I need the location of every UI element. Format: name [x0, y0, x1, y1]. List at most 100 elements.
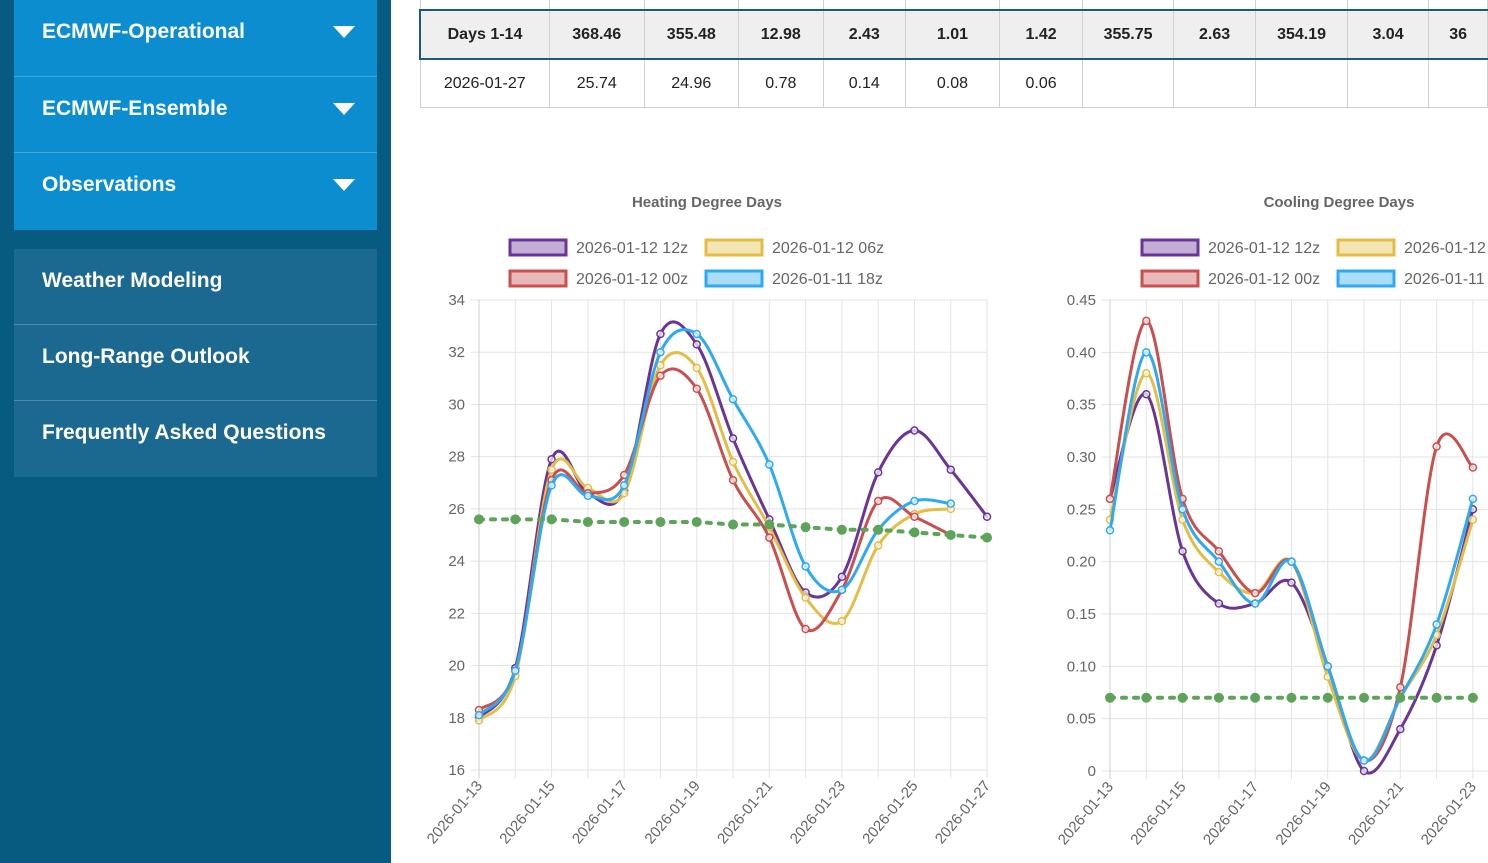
- menu-label: Observations: [42, 173, 177, 196]
- x-tick-label: 2026-01-23: [1418, 779, 1480, 849]
- data-point: [910, 496, 919, 506]
- data-point: [982, 512, 992, 521]
- data-point: [1105, 526, 1115, 535]
- x-tick-label: 2026-01-13: [424, 778, 486, 848]
- table-cell: 24.96: [643, 58, 740, 108]
- data-point: [1396, 724, 1405, 734]
- x-tick-label: 2026-01-19: [641, 778, 703, 848]
- legend-swatch: [1336, 238, 1396, 257]
- y-tick-label: 32: [448, 344, 465, 361]
- data-point: [655, 516, 666, 527]
- table-cell: 36: [1428, 9, 1488, 60]
- table-cell: 355.48: [643, 9, 740, 60]
- link-menu: Weather Modeling Long-Range Outlook Freque…: [14, 249, 377, 477]
- y-tick-label: 0.40: [1067, 344, 1096, 361]
- table-cell: 25.74: [548, 58, 645, 108]
- nav-link[interactable]: Frequently Asked Questions: [42, 421, 326, 444]
- menu-item[interactable]: ECMWF-Operational: [14, 0, 377, 77]
- data-point: [1286, 692, 1297, 703]
- y-tick-label: 30: [448, 396, 465, 413]
- data-point: [474, 710, 484, 720]
- table-cell: 2026-01-27: [419, 58, 550, 108]
- dropdown-arrow[interactable]: [333, 26, 355, 38]
- legend-swatch: [704, 269, 764, 288]
- data-point: [1250, 599, 1260, 608]
- data-point: [1214, 599, 1224, 608]
- data-point: [910, 512, 919, 521]
- y-tick-label: 0.05: [1067, 711, 1096, 728]
- x-tick-label: 2026-01-25: [859, 778, 921, 848]
- data-point: [1142, 316, 1151, 326]
- degree-day-table: Days 1-14 368.46 355.48 12.98 2.43 1.01 1.42 35…: [419, 0, 1488, 108]
- x-tick-label: 2026-01-17: [569, 778, 631, 848]
- menu-item[interactable]: ECMWF-Ensemble: [14, 77, 377, 153]
- data-point: [656, 329, 665, 339]
- data-point: [547, 455, 556, 464]
- x-tick-label: 2026-01-21: [1345, 779, 1407, 849]
- data-point: [1178, 546, 1187, 556]
- nav-link[interactable]: Long-Range Outlook: [14, 325, 377, 401]
- y-tick-label: 0.30: [1067, 449, 1096, 466]
- data-point: [1468, 494, 1478, 504]
- data-point: [1213, 692, 1224, 703]
- data-point: [728, 434, 738, 443]
- sidebar: ECMWF-Operational ECMWF-Ensemble Observati…: [0, 0, 391, 863]
- data-point: [692, 329, 701, 339]
- data-point: [692, 384, 701, 394]
- data-point: [1142, 369, 1151, 378]
- data-point: [728, 475, 738, 485]
- table-cell: 0.78: [738, 58, 824, 108]
- y-tick-label: 18: [448, 710, 465, 727]
- data-point: [691, 516, 702, 527]
- data-point: [547, 465, 556, 474]
- data-point: [801, 562, 810, 571]
- legend-swatch: [1336, 269, 1396, 288]
- dropdown-arrow[interactable]: [333, 102, 355, 115]
- table-cell: [1082, 58, 1174, 108]
- data-point: [1432, 442, 1441, 451]
- data-point: [946, 499, 956, 508]
- data-point: [1250, 692, 1261, 703]
- data-point: [1359, 766, 1369, 776]
- y-tick-label: 0.15: [1067, 606, 1096, 623]
- data-point: [1214, 557, 1224, 566]
- data-point: [801, 593, 810, 602]
- data-point: [873, 541, 883, 550]
- data-point: [1467, 692, 1478, 703]
- data-point: [547, 481, 556, 490]
- table-cell: 3.04: [1346, 9, 1430, 60]
- x-tick-label: 2026-01-27: [932, 778, 994, 848]
- data-point: [1287, 578, 1296, 587]
- y-tick-label: 16: [448, 762, 465, 779]
- dropdown-arrow[interactable]: [333, 179, 355, 191]
- data-point: [583, 491, 593, 501]
- data-point: [619, 516, 630, 527]
- x-tick-label: 2026-01-15: [496, 778, 558, 848]
- data-point: [1468, 463, 1478, 472]
- table-cell: 12.98: [738, 9, 824, 60]
- data-point: [1432, 620, 1441, 629]
- data-point: [1177, 692, 1188, 703]
- data-point: [1287, 557, 1296, 566]
- x-tick-label: 2026-01-15: [1127, 779, 1189, 849]
- data-point: [837, 616, 847, 626]
- data-point: [910, 426, 919, 435]
- data-point: [728, 519, 739, 530]
- menu-item[interactable]: Observations: [14, 153, 377, 230]
- y-tick-label: 0.25: [1067, 501, 1096, 518]
- nav-link[interactable]: Weather Modeling: [14, 249, 377, 325]
- data-point: [582, 516, 593, 527]
- y-tick-label: 28: [448, 449, 465, 466]
- table-cell: 355.75: [1082, 9, 1174, 60]
- data-point: [1214, 567, 1224, 577]
- x-tick-label: 2026-01-17: [1200, 779, 1262, 849]
- data-point: [692, 340, 701, 349]
- legend-swatch: [1140, 269, 1200, 288]
- model-menu: ECMWF-Operational ECMWF-Ensemble Observati…: [14, 0, 377, 230]
- table-container: Days 1-14 368.46 355.48 12.98 2.43 1.01 1.42 35…: [419, 0, 1488, 110]
- legend-label: 2026-01-11 18z: [772, 271, 883, 288]
- legend-swatch: [1140, 238, 1200, 257]
- table-cell: [1346, 58, 1430, 108]
- data-point: [800, 522, 811, 533]
